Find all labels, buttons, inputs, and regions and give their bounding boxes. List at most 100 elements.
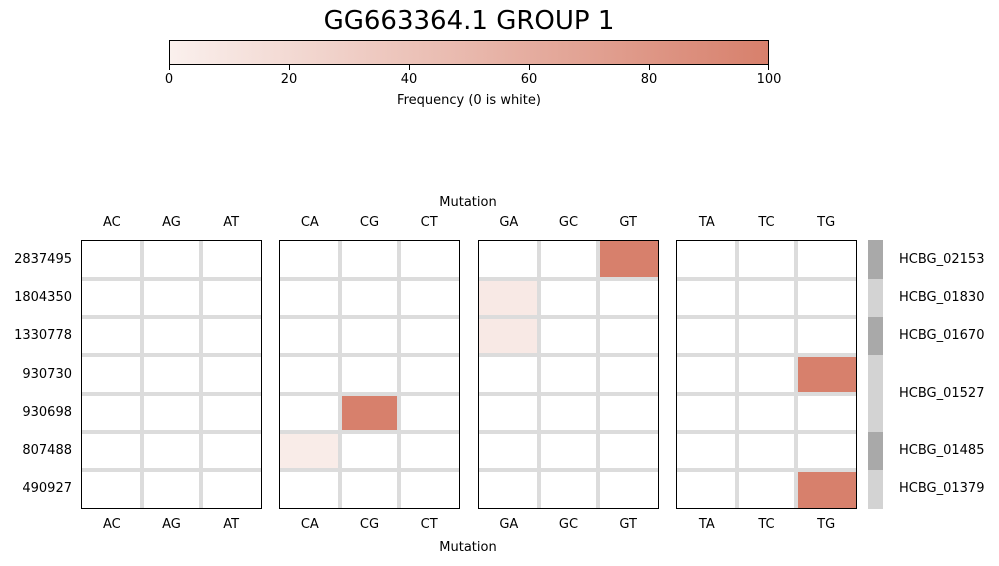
heatmap-cell bbox=[677, 279, 737, 318]
row-label: 1330778 bbox=[14, 328, 72, 344]
heatmap-cell bbox=[141, 241, 202, 280]
heatmap-cell bbox=[82, 241, 142, 280]
heatmap-cell bbox=[339, 469, 400, 508]
heatmap-cell bbox=[201, 431, 261, 470]
column-label-top: TG bbox=[817, 215, 836, 230]
heatmap-cell bbox=[399, 355, 459, 394]
column-label-bottom: CT bbox=[420, 517, 438, 532]
column-label-top: TC bbox=[758, 215, 775, 230]
heatmap-cell bbox=[538, 393, 599, 432]
heatmap-cell bbox=[736, 355, 797, 394]
column-label-top: GA bbox=[499, 215, 519, 230]
heatmap-cell bbox=[141, 469, 202, 508]
heatmap-cell bbox=[201, 317, 261, 356]
heatmap-cell bbox=[479, 393, 539, 432]
gene-annotation-band bbox=[868, 279, 883, 318]
column-label-bottom: AT bbox=[223, 517, 240, 532]
heatmap-cell bbox=[201, 355, 261, 394]
heatmap-cell bbox=[598, 469, 658, 508]
heatmap-cell bbox=[479, 317, 539, 356]
heatmap-cell bbox=[399, 241, 459, 280]
heatmap-cell bbox=[280, 469, 340, 508]
heatmap-cell bbox=[479, 279, 539, 318]
column-label-top: AT bbox=[223, 215, 240, 230]
heatmap-cell bbox=[677, 431, 737, 470]
heatmap-cell bbox=[538, 317, 599, 356]
heatmap-cell bbox=[339, 317, 400, 356]
heatmap-cell bbox=[82, 431, 142, 470]
heatmap-panel-G bbox=[478, 240, 659, 509]
column-label-bottom: GT bbox=[619, 517, 637, 532]
colorbar-tick-mark bbox=[169, 65, 170, 70]
heatmap-cell bbox=[141, 393, 202, 432]
heatmap-cell bbox=[141, 279, 202, 318]
heatmap-cell bbox=[339, 355, 400, 394]
column-label-bottom: AG bbox=[162, 517, 181, 532]
heatmap-cell bbox=[399, 469, 459, 508]
heatmap-cell bbox=[201, 469, 261, 508]
colorbar-tick-label: 40 bbox=[400, 72, 418, 87]
heatmap-cell bbox=[538, 279, 599, 318]
gene-label: HCBG_01485 bbox=[899, 442, 985, 458]
heatmap-cell bbox=[339, 241, 400, 280]
heatmap-cell bbox=[736, 279, 797, 318]
heatmap-cell bbox=[399, 279, 459, 318]
column-label-bottom: GC bbox=[558, 517, 579, 532]
row-label: 2837495 bbox=[14, 252, 72, 268]
heatmap-cell bbox=[598, 279, 658, 318]
colorbar-tick-mark bbox=[649, 65, 650, 70]
heatmap-cell bbox=[280, 355, 340, 394]
heatmap-cell bbox=[399, 431, 459, 470]
heatmap-cell bbox=[339, 431, 400, 470]
heatmap-cell bbox=[479, 469, 539, 508]
heatmap-cell bbox=[201, 279, 261, 318]
heatmap-cell bbox=[82, 279, 142, 318]
column-label-bottom: CG bbox=[359, 517, 380, 532]
colorbar-tick-label: 100 bbox=[756, 72, 782, 87]
heatmap-cell bbox=[796, 279, 856, 318]
colorbar-tick-mark bbox=[768, 65, 769, 70]
heatmap-cell bbox=[479, 431, 539, 470]
heatmap-cell bbox=[280, 431, 340, 470]
heatmap-cell bbox=[736, 241, 797, 280]
row-label: 1804350 bbox=[14, 290, 72, 306]
column-label-bottom: TA bbox=[698, 517, 715, 532]
heatmap-panel-C bbox=[279, 240, 460, 509]
heatmap-cell bbox=[598, 393, 658, 432]
heatmap-cell bbox=[677, 241, 737, 280]
heatmap-cell bbox=[280, 393, 340, 432]
heatmap-cell bbox=[399, 317, 459, 356]
heatmap-cell bbox=[796, 317, 856, 356]
column-label-top: CA bbox=[300, 215, 319, 230]
gene-label: HCBG_02153 bbox=[899, 252, 985, 268]
row-label: 930698 bbox=[22, 404, 72, 420]
x-axis-title-top: Mutation bbox=[439, 195, 497, 210]
heatmap-cell bbox=[598, 317, 658, 356]
x-axis-title-bottom: Mutation bbox=[439, 540, 497, 555]
heatmap-cell bbox=[280, 317, 340, 356]
heatmap-cell bbox=[736, 317, 797, 356]
heatmap-cell bbox=[82, 393, 142, 432]
heatmap-cell bbox=[141, 431, 202, 470]
row-label: 930730 bbox=[22, 366, 72, 382]
column-label-bottom: CA bbox=[300, 517, 319, 532]
heatmap-cell bbox=[677, 317, 737, 356]
colorbar-tick-label: 20 bbox=[280, 72, 298, 87]
gene-label: HCBG_01379 bbox=[899, 480, 985, 496]
heatmap-cell bbox=[141, 317, 202, 356]
colorbar-tick-label: 0 bbox=[164, 72, 174, 87]
heatmap-cell bbox=[479, 355, 539, 394]
heatmap-cell bbox=[538, 469, 599, 508]
heatmap-panel-T bbox=[676, 240, 857, 509]
colorbar-tick-mark bbox=[409, 65, 410, 70]
heatmap-cell bbox=[538, 241, 599, 280]
heatmap-cell bbox=[677, 355, 737, 394]
heatmap-cell bbox=[796, 469, 856, 508]
colorbar-tick-label: 60 bbox=[520, 72, 538, 87]
column-label-top: GC bbox=[558, 215, 579, 230]
heatmap-cell bbox=[677, 469, 737, 508]
column-label-top: TA bbox=[698, 215, 715, 230]
column-label-top: AG bbox=[162, 215, 181, 230]
gene-annotation-band bbox=[868, 355, 883, 432]
heatmap-cell bbox=[339, 279, 400, 318]
